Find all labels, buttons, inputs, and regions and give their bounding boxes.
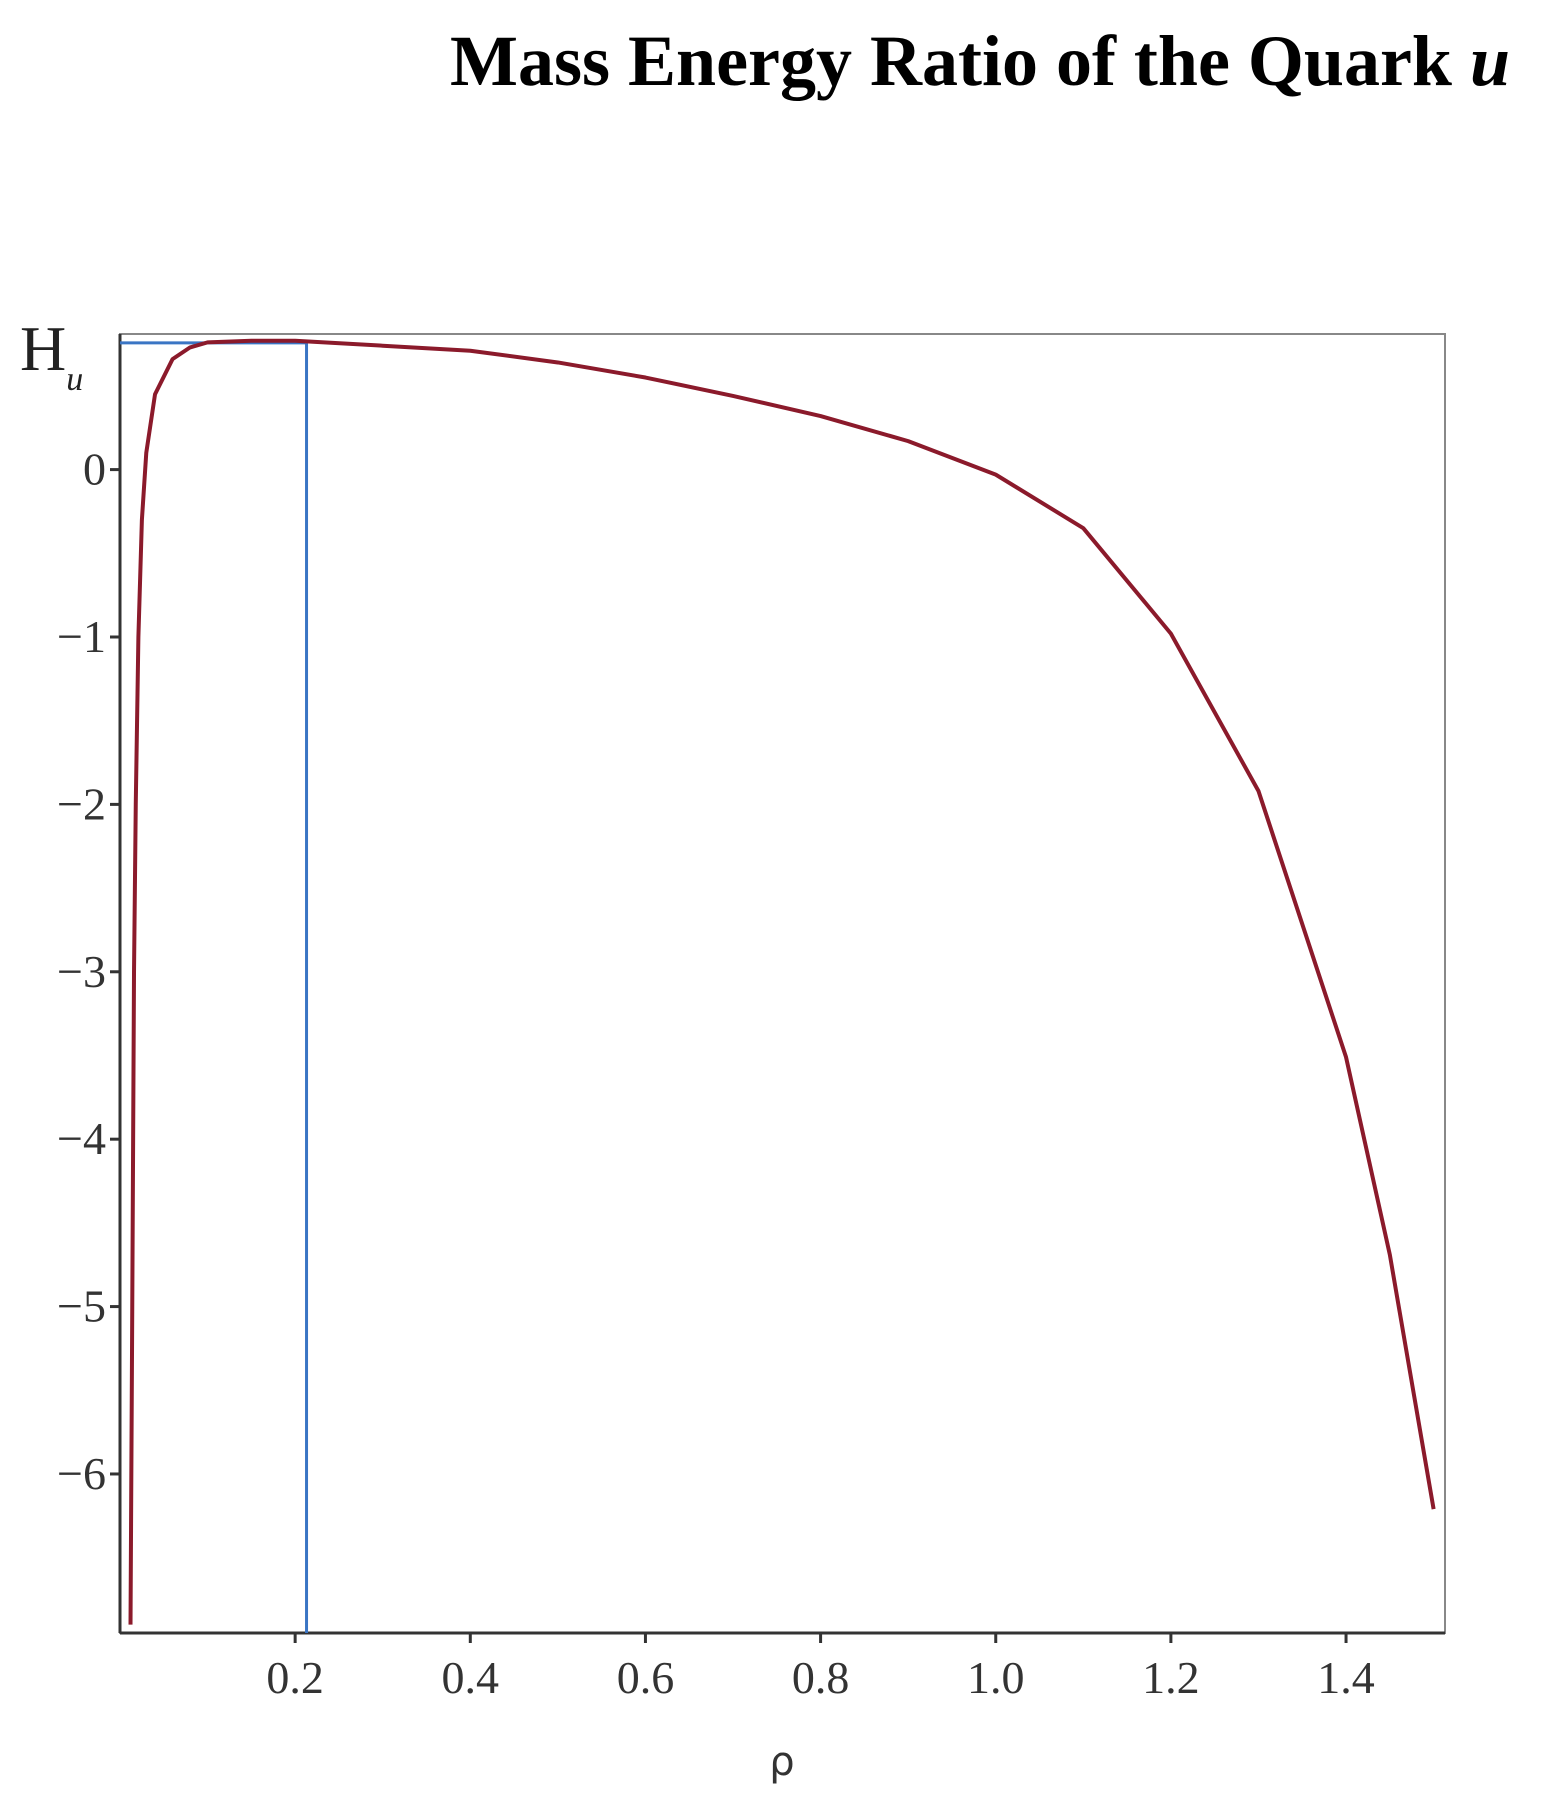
title-italic: u — [1470, 21, 1510, 101]
y-tick-label: 0 — [83, 444, 106, 495]
x-tick-label: 1.0 — [967, 1652, 1025, 1703]
x-tick-label: 0.6 — [617, 1652, 675, 1703]
title-text: Mass Energy Ratio of the Quark — [450, 21, 1452, 101]
x-tick-label: 1.2 — [1142, 1652, 1200, 1703]
y-axis-label: Hu — [20, 313, 83, 398]
y-tick-label: −6 — [57, 1448, 106, 1499]
y-label-sub: u — [66, 361, 83, 398]
x-tick-label: 0.2 — [266, 1652, 324, 1703]
y-tick-label: −3 — [57, 946, 106, 997]
x-tick-label: 1.4 — [1317, 1652, 1375, 1703]
y-tick-label: −1 — [57, 611, 106, 662]
y-tick-label: −4 — [57, 1113, 106, 1164]
y-tick-label: −5 — [57, 1281, 106, 1332]
x-axis-label: ρ — [769, 1739, 794, 1785]
plot-frame — [119, 333, 1446, 1634]
y-tick-label: −2 — [57, 778, 106, 829]
x-tick-label: 0.8 — [792, 1652, 850, 1703]
data-line — [128, 338, 1436, 1625]
chart-title: Mass Energy Ratio of the Quark u — [450, 21, 1510, 101]
y-label-main: H — [20, 313, 66, 384]
x-tick-label: 0.4 — [442, 1652, 500, 1703]
